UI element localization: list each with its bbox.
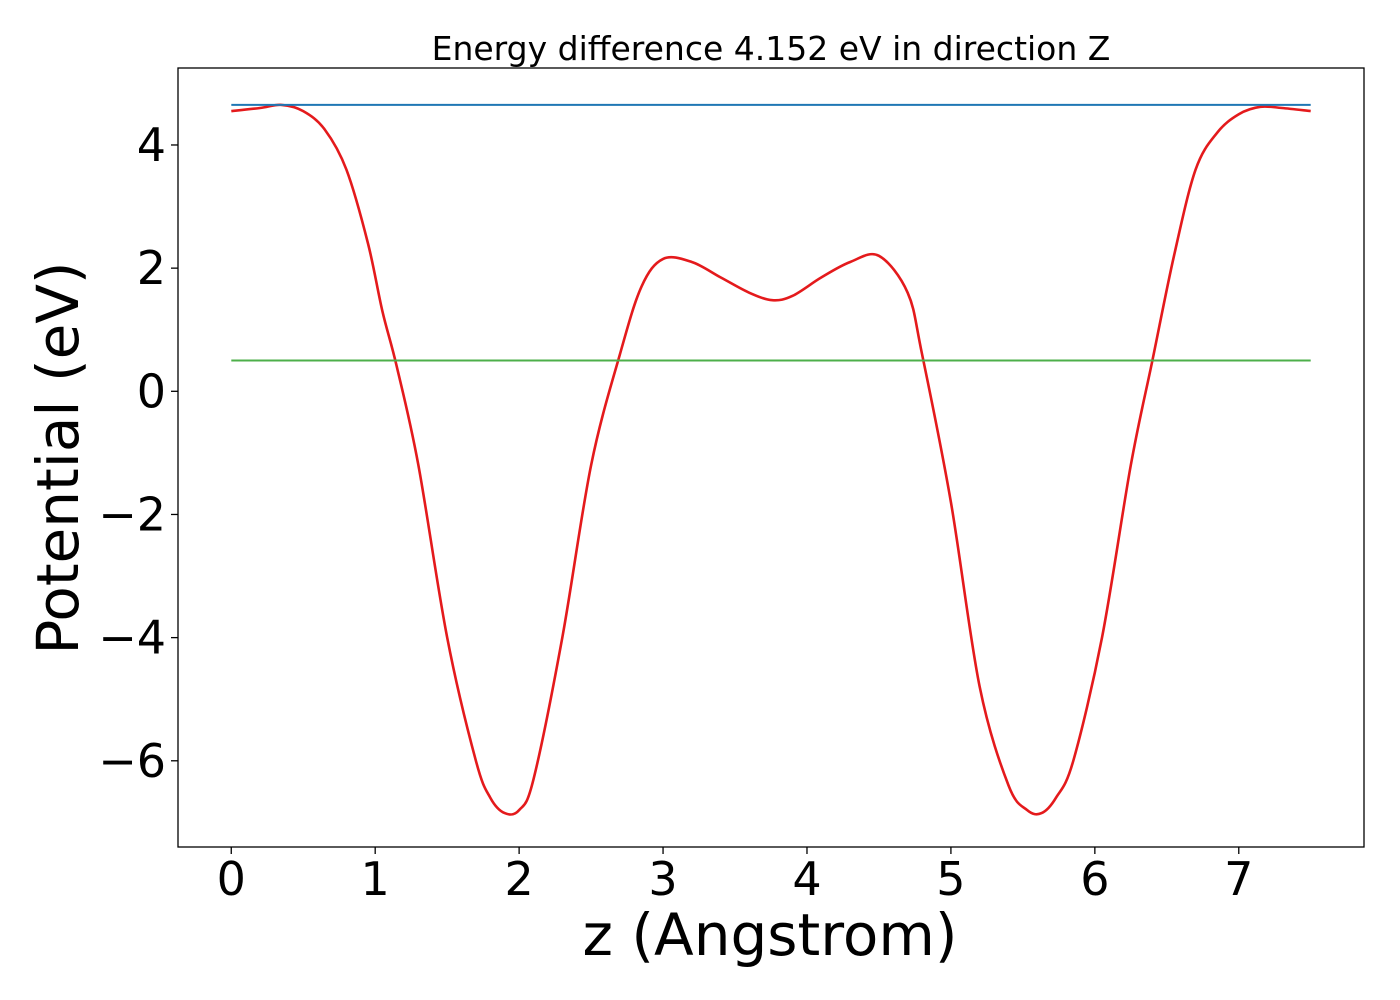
x-axis-label: z (Angstrom) bbox=[583, 901, 958, 969]
x-tick-label: 2 bbox=[504, 852, 533, 906]
y-tick-label: −4 bbox=[98, 611, 166, 665]
y-axis-label: Potential (eV) bbox=[24, 261, 92, 654]
x-tick-label: 4 bbox=[792, 852, 821, 906]
series-layer bbox=[231, 103, 1311, 816]
y-axis-ticks: −6 −4 −2 0 2 4 bbox=[98, 118, 178, 788]
x-tick-label: 5 bbox=[936, 852, 965, 906]
y-tick-label: −6 bbox=[98, 734, 166, 788]
y-tick-label: 4 bbox=[137, 118, 166, 172]
y-tick-label: 2 bbox=[137, 241, 166, 295]
x-tick-label: 1 bbox=[361, 852, 390, 906]
x-tick-label: 3 bbox=[648, 852, 677, 906]
x-axis-ticks: 0 1 2 3 4 5 6 7 bbox=[217, 847, 1253, 906]
chart-title: Energy difference 4.152 eV in direction … bbox=[432, 29, 1111, 68]
series-line-1 bbox=[231, 103, 1311, 816]
x-tick-label: 6 bbox=[1080, 852, 1109, 906]
x-tick-label: 7 bbox=[1224, 852, 1253, 906]
x-tick-label: 0 bbox=[217, 852, 246, 906]
y-tick-label: 0 bbox=[137, 364, 166, 418]
y-tick-label: −2 bbox=[98, 487, 166, 541]
plot-frame bbox=[177, 67, 1365, 848]
